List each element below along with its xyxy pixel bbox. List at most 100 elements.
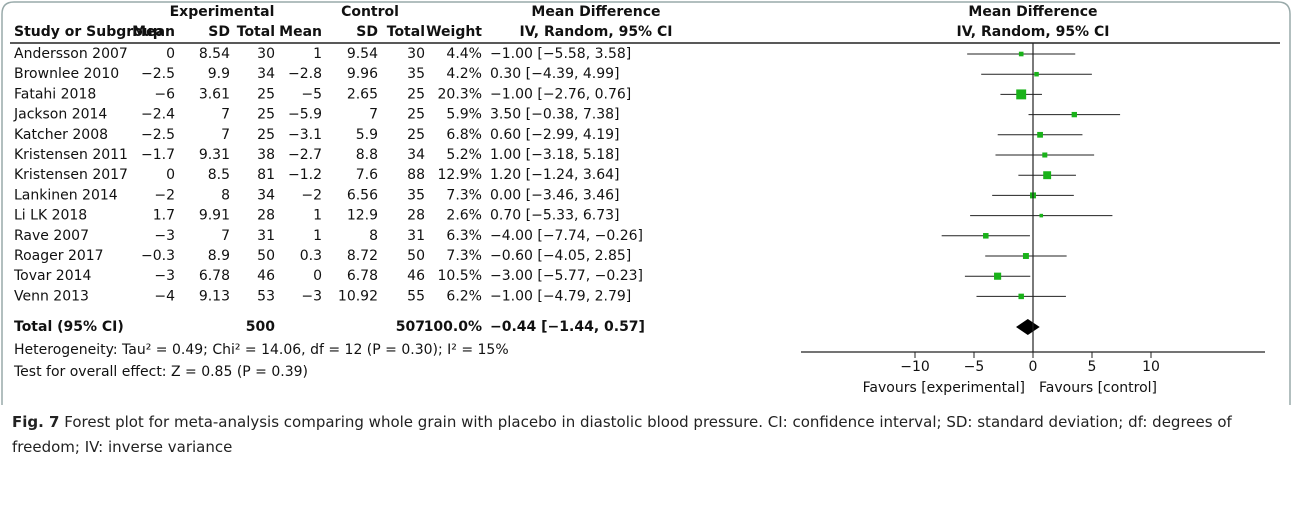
cell: 53 bbox=[257, 288, 275, 304]
cell: −2.7 bbox=[288, 147, 322, 163]
effect-square bbox=[1034, 71, 1039, 77]
x-tick-label: 5 bbox=[1088, 359, 1097, 375]
cell: 4.2% bbox=[446, 66, 482, 82]
favours-right: Favours [control] bbox=[1039, 380, 1157, 396]
effect-square bbox=[1042, 152, 1048, 158]
cell: 25 bbox=[257, 107, 275, 123]
plot-header: Mean Difference bbox=[968, 4, 1097, 20]
cell: 8.8 bbox=[356, 147, 378, 163]
x-tick-label: −10 bbox=[900, 359, 930, 375]
cell: −6 bbox=[154, 86, 175, 102]
cell: 30 bbox=[257, 46, 275, 62]
cell: 35 bbox=[407, 66, 425, 82]
group-header: Experimental bbox=[170, 4, 275, 20]
cell: 6.8% bbox=[446, 127, 482, 143]
cell: −3 bbox=[301, 288, 322, 304]
effect-header: Mean Difference bbox=[531, 4, 660, 20]
cell: 6.78 bbox=[199, 268, 230, 284]
cell: 12.9 bbox=[347, 208, 378, 224]
ci-label: 0.30 [−4.39, 4.99] bbox=[490, 66, 620, 82]
cell: Venn 2013 bbox=[14, 288, 89, 304]
cell: 5.9 bbox=[356, 127, 378, 143]
cell: Brownlee 2010 bbox=[14, 66, 119, 82]
ci-label: 1.20 [−1.24, 3.64] bbox=[490, 167, 620, 183]
cell: 2.65 bbox=[347, 86, 378, 102]
column-header: Total bbox=[237, 24, 275, 40]
cell: −3 bbox=[154, 268, 175, 284]
cell: −4 bbox=[154, 288, 175, 304]
cell: 0 bbox=[166, 46, 175, 62]
cell: 8 bbox=[369, 228, 378, 244]
cell: 1 bbox=[313, 228, 322, 244]
cell: 3.61 bbox=[199, 86, 230, 102]
cell: −2.4 bbox=[141, 107, 175, 123]
cell: 38 bbox=[257, 147, 275, 163]
cell: 6.78 bbox=[347, 268, 378, 284]
cell: 6.2% bbox=[446, 288, 482, 304]
cell: −3.1 bbox=[288, 127, 322, 143]
cell: 1 bbox=[313, 208, 322, 224]
cell: 8 bbox=[221, 187, 230, 203]
total-cell: 507 bbox=[396, 319, 425, 335]
cell: Roager 2017 bbox=[14, 248, 104, 264]
cell: −2.8 bbox=[288, 66, 322, 82]
cell: 34 bbox=[257, 66, 275, 82]
plot-header: IV, Random, 95% CI bbox=[957, 24, 1110, 40]
column-header: Weight bbox=[426, 24, 482, 40]
cell: 9.91 bbox=[199, 208, 230, 224]
cell: 8.5 bbox=[208, 167, 230, 183]
ci-label: −1.00 [−2.76, 0.76] bbox=[490, 86, 631, 102]
cell: 7 bbox=[221, 107, 230, 123]
cell: 9.9 bbox=[208, 66, 230, 82]
cell: 35 bbox=[407, 187, 425, 203]
cell: 46 bbox=[407, 268, 425, 284]
caption: Fig. 7 Forest plot for meta-analysis com… bbox=[12, 410, 1272, 460]
cell: 25 bbox=[257, 127, 275, 143]
cell: 7 bbox=[221, 228, 230, 244]
cell: 7.3% bbox=[446, 248, 482, 264]
ci-label: 1.00 [−3.18, 5.18] bbox=[490, 147, 620, 163]
cell: 5.9% bbox=[446, 107, 482, 123]
cell: 28 bbox=[257, 208, 275, 224]
cell: Jackson 2014 bbox=[13, 107, 107, 123]
cell: Rave 2007 bbox=[14, 228, 89, 244]
overall-test: Test for overall effect: Z = 0.85 (P = 0… bbox=[13, 364, 308, 380]
cell: −0.3 bbox=[141, 248, 175, 264]
total-cell: 100.0% bbox=[424, 319, 482, 335]
cell: 7.3% bbox=[446, 187, 482, 203]
cell: 25 bbox=[407, 107, 425, 123]
cell: −2.5 bbox=[141, 127, 175, 143]
cell: Kristensen 2017 bbox=[14, 167, 128, 183]
cell: 10.5% bbox=[438, 268, 482, 284]
cell: Lankinen 2014 bbox=[14, 187, 118, 203]
effect-square bbox=[983, 233, 989, 239]
cell: −3 bbox=[154, 228, 175, 244]
effect-square bbox=[994, 272, 1002, 280]
cell: 9.31 bbox=[199, 147, 230, 163]
effect-square bbox=[1018, 293, 1024, 300]
column-header: Total bbox=[387, 24, 425, 40]
cell: 20.3% bbox=[438, 86, 482, 102]
ci-label: −1.00 [−4.79, 2.79] bbox=[490, 288, 631, 304]
cell: 34 bbox=[257, 187, 275, 203]
cell: 7 bbox=[221, 127, 230, 143]
effect-header: IV, Random, 95% CI bbox=[520, 24, 673, 40]
cell: −5.9 bbox=[288, 107, 322, 123]
cell: 30 bbox=[407, 46, 425, 62]
cell: 12.9% bbox=[438, 167, 482, 183]
heterogeneity: Heterogeneity: Tau² = 0.49; Chi² = 14.06… bbox=[14, 342, 509, 358]
cell: 4.4% bbox=[446, 46, 482, 62]
column-header: Mean bbox=[279, 24, 322, 40]
cell: 9.13 bbox=[199, 288, 230, 304]
cell: 7.6 bbox=[356, 167, 378, 183]
cell: 0.3 bbox=[300, 248, 322, 264]
cell: 46 bbox=[257, 268, 275, 284]
caption-text: Forest plot for meta-analysis comparing … bbox=[12, 413, 1232, 456]
caption-label: Fig. 7 bbox=[12, 413, 60, 431]
cell: Kristensen 2011 bbox=[14, 147, 128, 163]
total-cell: 500 bbox=[246, 319, 275, 335]
ci-label: −4.00 [−7.74, −0.26] bbox=[490, 228, 643, 244]
cell: 2.6% bbox=[446, 208, 482, 224]
cell: 81 bbox=[257, 167, 275, 183]
cell: 6.56 bbox=[347, 187, 378, 203]
